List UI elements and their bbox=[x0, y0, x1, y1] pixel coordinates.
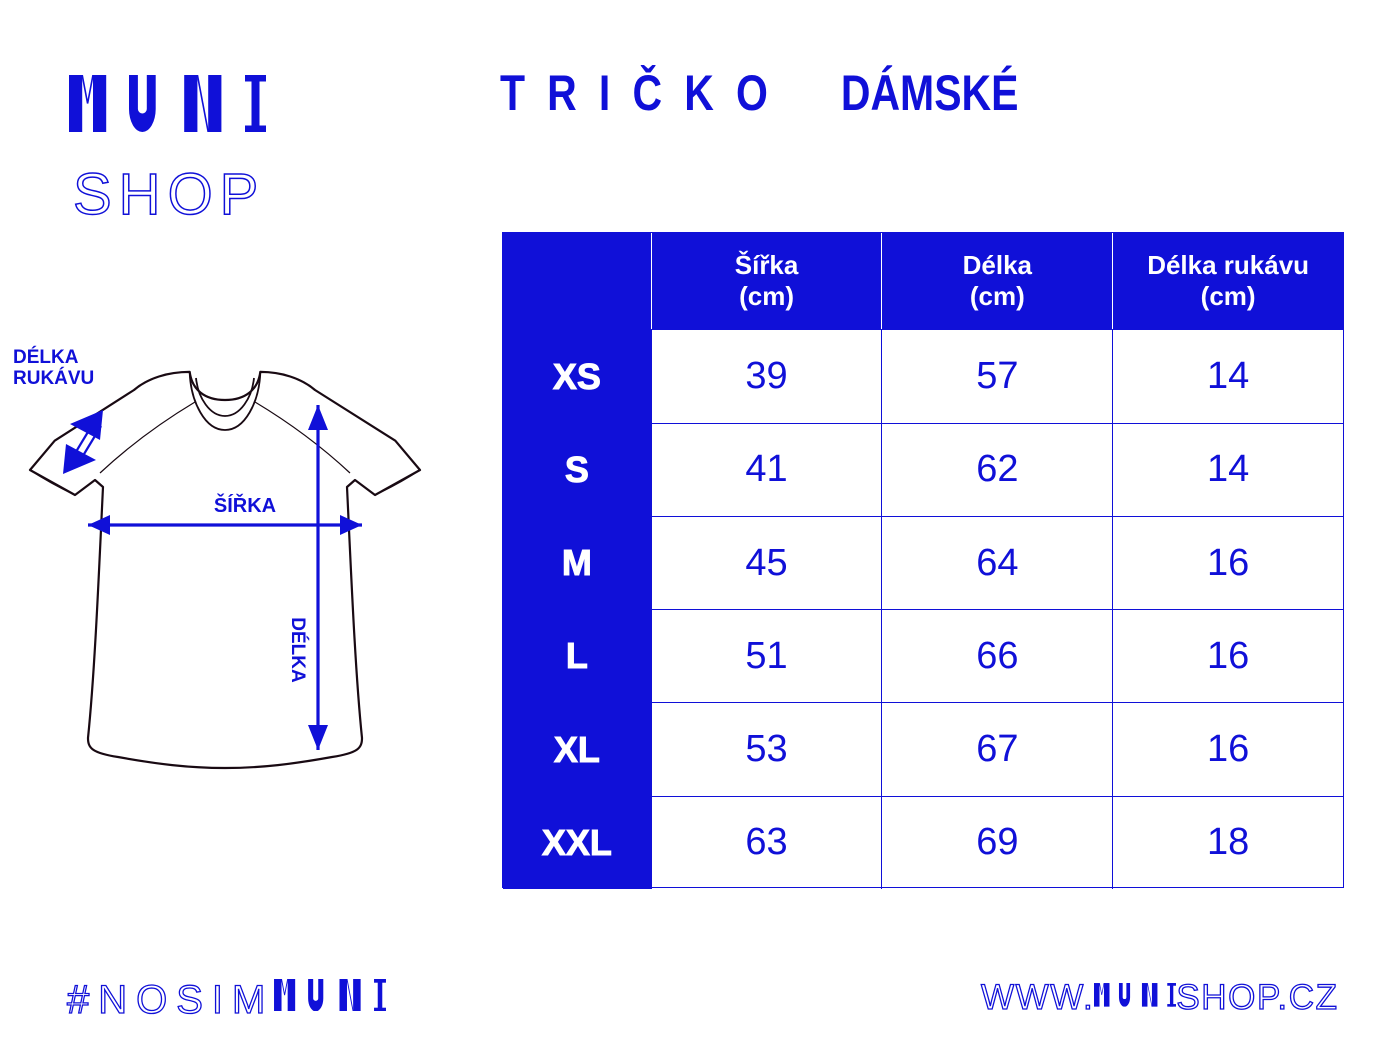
svg-text:ŠÍŘKA: ŠÍŘKA bbox=[214, 493, 276, 517]
